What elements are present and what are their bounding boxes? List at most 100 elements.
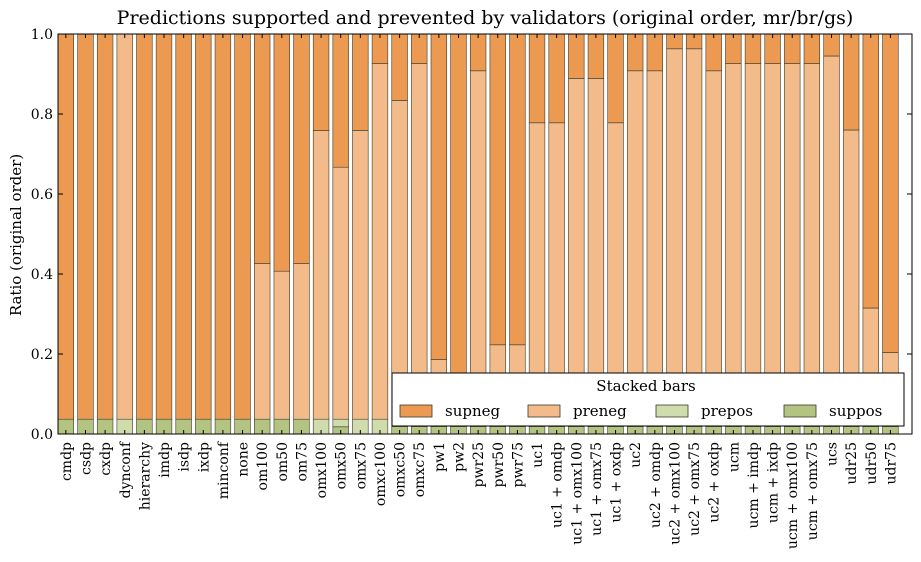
bar-segment-supneg (469, 33, 487, 72)
x-tick-label: pwr50 (491, 442, 507, 487)
y-axis: 0.0 0.2 0.4 0.6 0.8 1.0 (31, 27, 912, 443)
legend-swatch-suppos (783, 404, 817, 418)
x-tick-label: omx75 (353, 442, 369, 489)
x-tick-label: cxdp (98, 442, 114, 476)
bar-segment-preneg (371, 63, 389, 420)
x-tick-label: om100 (255, 442, 271, 490)
bar-segment-preneg (823, 55, 840, 427)
x-axis: cmdp csdp cxdp dynconf hierarchy imdp isdp ixdp… (59, 34, 899, 549)
y-axis-label: Ratio (original order) (7, 154, 25, 316)
x-tick-label: omx100 (314, 442, 330, 498)
plot-frame (57, 33, 913, 435)
bar-segment-supneg (430, 33, 448, 360)
bar-segment-supneg (96, 33, 114, 420)
bar-segment-supneg (312, 33, 330, 131)
bar-segment-supneg (371, 33, 389, 64)
bar-segment-supneg (528, 33, 546, 124)
bar-segment-preneg (293, 263, 310, 420)
x-tick-label: uc2 + omx75 (687, 442, 703, 536)
bar-segment-preneg (685, 48, 703, 427)
x-tick-label: uc2 + omdp (648, 442, 664, 528)
chart-title: Predictions supported and prevented by v… (117, 7, 854, 29)
bar-segment-supneg (195, 33, 212, 420)
bar-segment-supneg (587, 33, 605, 79)
bar-segment-supneg (862, 33, 879, 309)
x-tick-label: pw1 (432, 442, 448, 472)
x-tick-label: csdp (78, 442, 94, 475)
bar-segment-preneg (411, 63, 428, 427)
legend-swatch-preneg (527, 404, 561, 418)
legend-title: Stacked bars (596, 377, 695, 395)
bar-segment-preneg (312, 130, 330, 420)
x-tick-label: ucm + ixdp (766, 442, 782, 523)
y-tick-label: 0.4 (31, 267, 53, 283)
x-tick-label: uc1 + omx100 (569, 442, 585, 545)
x-tick-label: imdp (157, 442, 173, 478)
bars-group (57, 33, 899, 435)
legend-label-suppos: suppos (829, 402, 882, 420)
x-tick-label: uc1 + oxdp (609, 442, 625, 523)
x-tick-label: dynconf (118, 440, 134, 498)
bar-segment-supneg (548, 33, 565, 124)
y-tick-label: 1.0 (31, 27, 53, 43)
x-tick-label: ucm + omx100 (785, 442, 801, 549)
x-tick-label: cmdp (59, 442, 75, 481)
bar-segment-supneg (136, 33, 153, 420)
y-tick-label: 0.8 (31, 107, 53, 123)
bar-segment-supneg (77, 33, 94, 420)
y-tick-label: 0.6 (31, 187, 53, 203)
bar-segment-supneg (509, 33, 526, 346)
bar-segment-preneg (352, 130, 369, 420)
x-tick-label: ucm (726, 442, 742, 472)
x-tick-label: hierarchy (137, 442, 153, 510)
bar-segment-supneg (273, 33, 290, 272)
bar-segment-supneg (450, 33, 467, 427)
bar-segment-supneg (332, 33, 349, 168)
bar-segment-supneg (607, 33, 624, 124)
x-tick-label: pw2 (452, 442, 468, 472)
bar-segment-supneg (705, 33, 722, 72)
bar-segment-supneg (784, 33, 801, 64)
bar-segment-supneg (234, 33, 251, 420)
y-tick-label: 0.2 (31, 347, 53, 363)
bar-segment-supneg (489, 33, 506, 346)
bar-segment-supneg (627, 33, 644, 72)
x-tick-label: om50 (275, 442, 291, 482)
bar-segment-supneg (764, 33, 781, 64)
bar-segment-supneg (744, 33, 762, 64)
legend-entries: supneg preneg prepos suppos (399, 402, 882, 420)
x-tick-label: omxc75 (412, 442, 428, 497)
legend-label-prepos: prepos (701, 402, 753, 420)
x-tick-label: ucm + imdp (746, 442, 762, 528)
x-tick-label: isdp (177, 442, 193, 472)
bar-segment-supneg (725, 33, 742, 64)
bar-segment-supneg (803, 33, 821, 64)
bar-segment-supneg (155, 33, 173, 420)
legend-swatch-prepos (655, 404, 689, 418)
bar-segment-preneg (116, 33, 133, 420)
bar-segment-supneg (352, 33, 369, 131)
bar-segment-preneg (764, 63, 781, 427)
bar-segment-supneg (646, 33, 663, 72)
bar-segment-preneg (332, 166, 349, 420)
x-tick-label: udr25 (844, 442, 860, 485)
x-tick-label: minconf (216, 440, 232, 499)
x-tick-label: ixdp (196, 442, 212, 472)
x-tick-label: ucs (825, 442, 841, 466)
x-tick-label: ucm + omx75 (805, 442, 821, 540)
bar-segment-preneg (725, 63, 742, 427)
bar-segment-supneg (568, 33, 585, 79)
bar-segment-supneg (293, 33, 310, 264)
bar-segment-supneg (214, 33, 232, 420)
bar-segment-supneg (882, 33, 899, 353)
x-tick-label: uc1 + omx75 (589, 442, 605, 536)
legend-label-preneg: preneg (573, 402, 627, 420)
bar-segment-supneg (391, 33, 408, 101)
y-tick-label: 0.0 (31, 427, 53, 443)
bar-segment-supneg (254, 33, 271, 264)
bar-segment-supneg (175, 33, 192, 420)
bar-segment-supneg (411, 33, 428, 64)
bar-segment-preneg (666, 48, 683, 427)
